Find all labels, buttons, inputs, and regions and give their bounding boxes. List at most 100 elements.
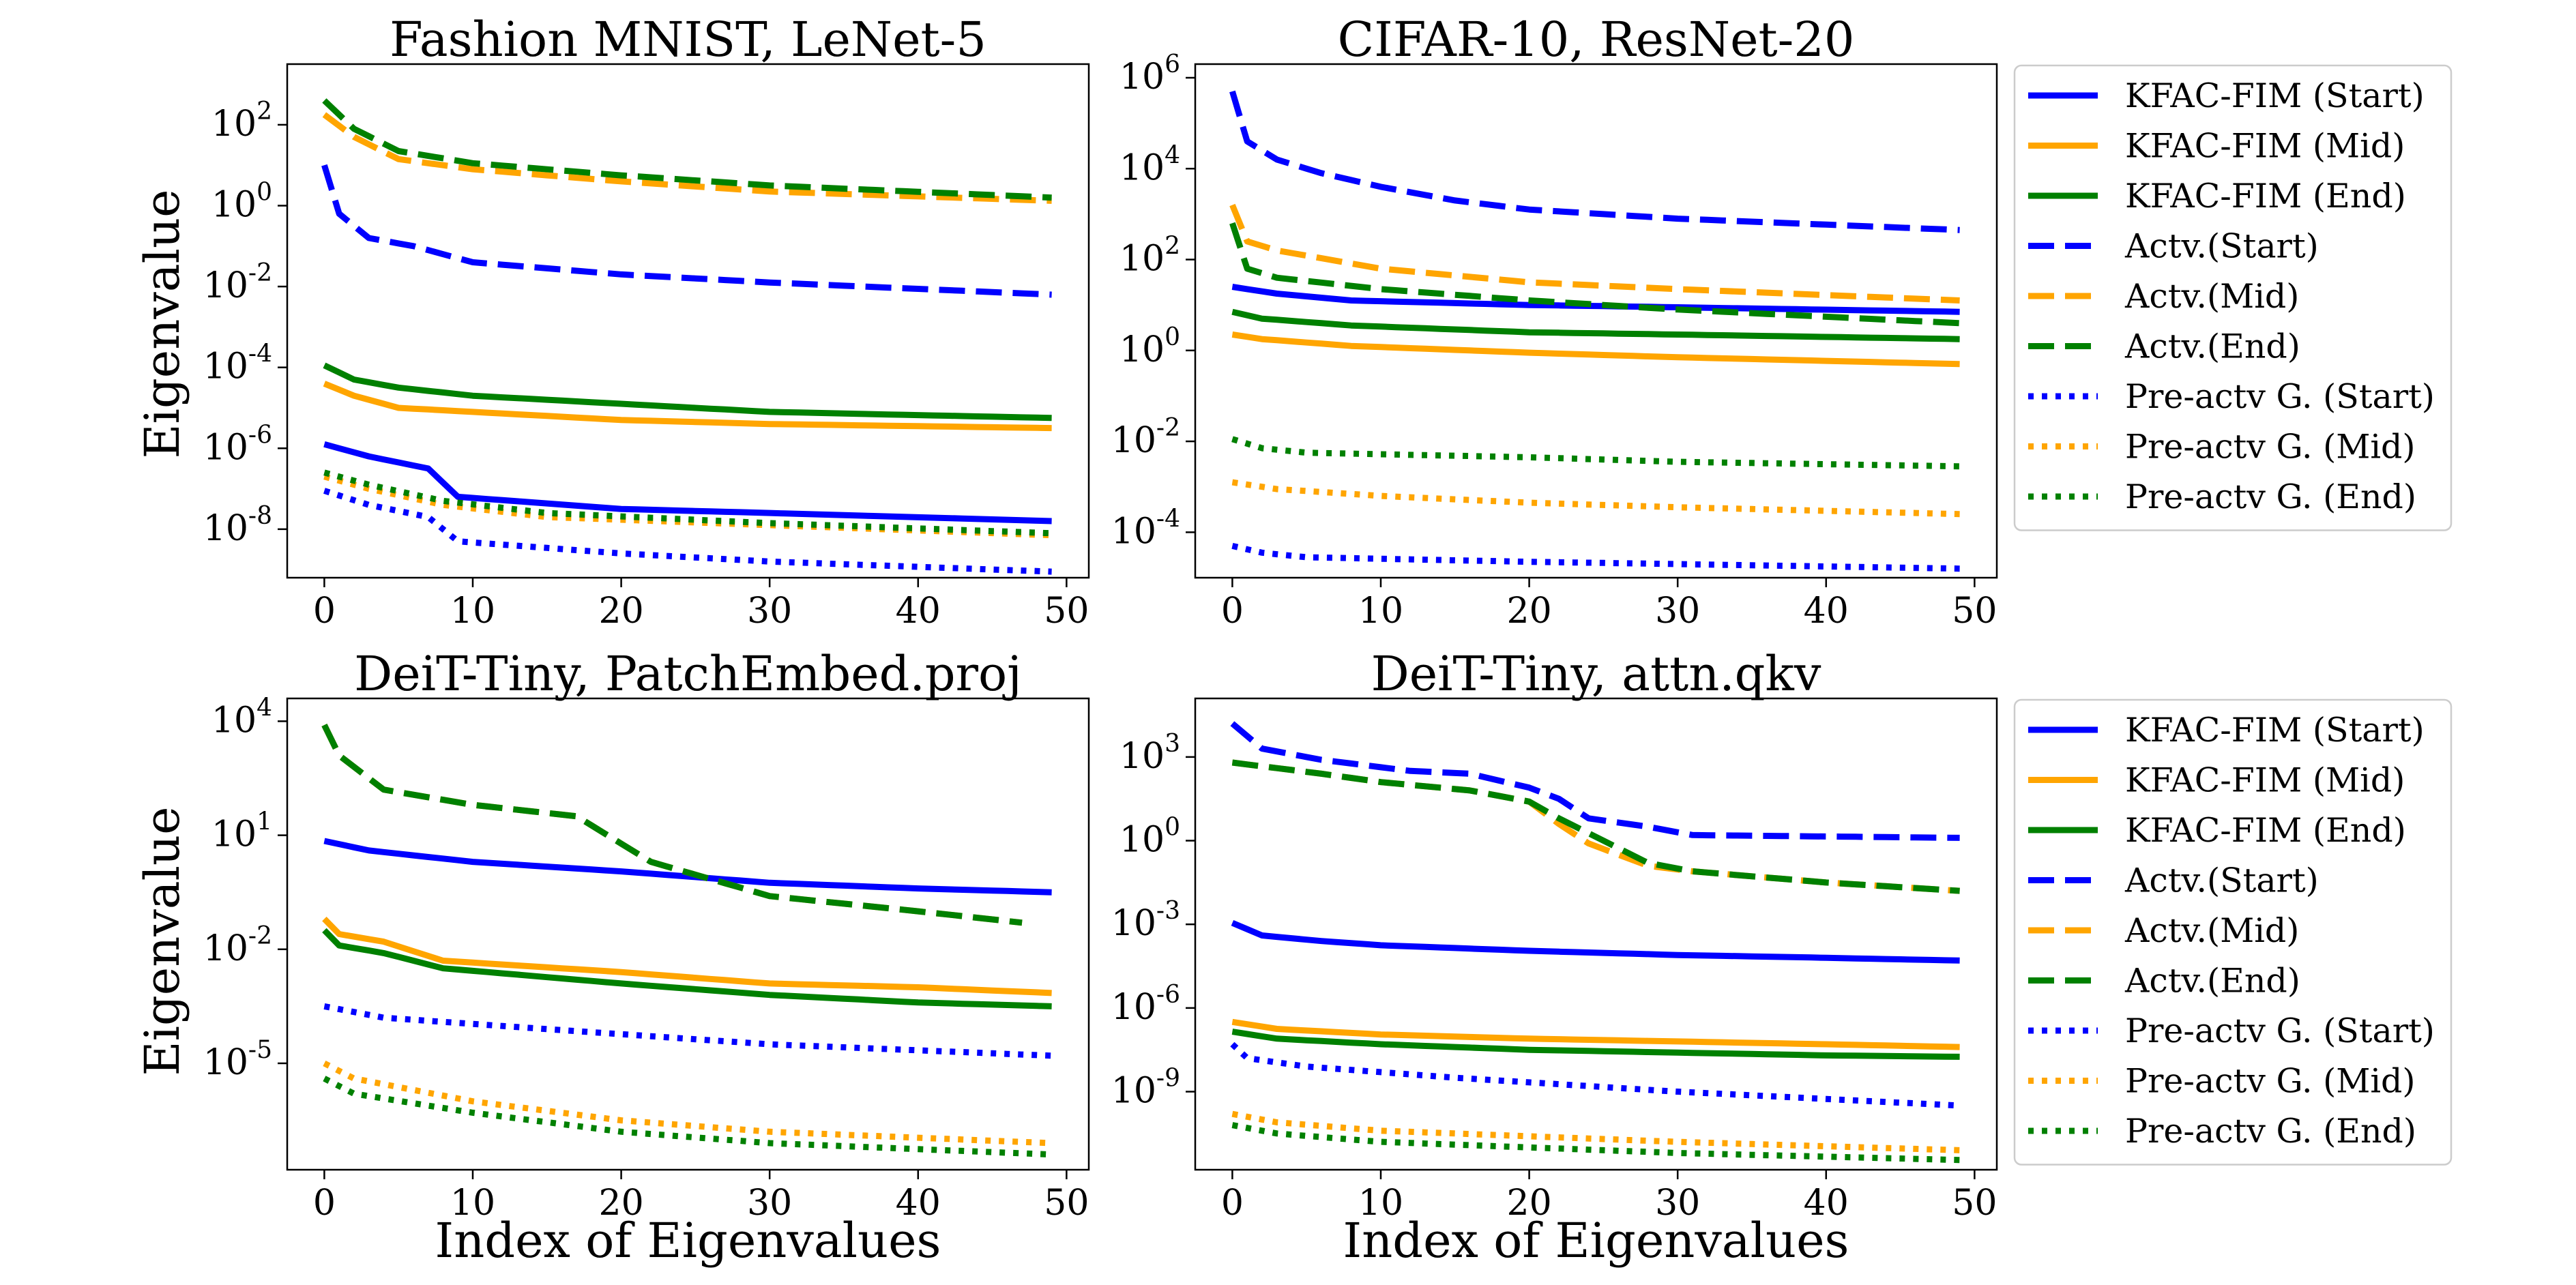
y-tick-label: 10-4	[1111, 505, 1180, 552]
legend-label: Pre-actv G. (End)	[2125, 477, 2416, 516]
series-line	[323, 838, 1052, 896]
legend-label: Pre-actv G. (Start)	[2125, 377, 2435, 416]
y-tick-label: 10-5	[203, 1036, 272, 1083]
legend-label: Pre-actv G. (Start)	[2125, 1011, 2435, 1050]
x-tick-label: 10	[1358, 1183, 1403, 1224]
x-tick-label: 40	[1804, 1183, 1849, 1224]
legend-frame	[2013, 64, 2453, 531]
y-tick-label: 102	[211, 98, 272, 145]
legend-label: Actv.(End)	[2124, 962, 2300, 1001]
series-line	[1231, 331, 1960, 368]
series-line	[1229, 222, 1960, 327]
y-tick-label: 10-2	[203, 259, 272, 306]
x-tick-label: 30	[1655, 1183, 1700, 1224]
x-tick-label: 20	[1506, 591, 1551, 632]
x-tick-label: 30	[747, 1183, 792, 1224]
legend-label: KFAC-FIM (Start)	[2125, 76, 2425, 115]
x-tick-label: 10	[450, 591, 495, 632]
y-tick-label: 100	[1119, 323, 1180, 370]
y-tick-label: 104	[211, 694, 272, 741]
series-line	[1231, 436, 1960, 470]
x-tick-label: 20	[1506, 1183, 1551, 1224]
panel-cifar10: CIFAR-10, ResNet-20 0 10 20 30 40 50 106 104 102 1…	[1111, 12, 1998, 632]
panel-title: DeiT-Tiny, PatchEmbed.proj	[354, 646, 1022, 702]
series-line	[322, 917, 1052, 996]
x-tick-label: 0	[313, 1183, 336, 1224]
y-tick-label: 102	[1119, 233, 1180, 280]
plot-area	[286, 63, 1090, 579]
legend-label: KFAC-FIM (End)	[2125, 811, 2406, 850]
plot-area	[1194, 63, 1998, 579]
plot-area	[286, 697, 1090, 1171]
panel-title: CIFAR-10, ResNet-20	[1338, 12, 1855, 68]
series-line	[1229, 90, 1960, 233]
x-tick-label: 50	[1044, 1183, 1089, 1224]
x-tick-label: 0	[1221, 1183, 1244, 1224]
series-line	[323, 1060, 1052, 1147]
y-tick-label: 10-3	[1111, 897, 1180, 944]
x-tick-label: 20	[598, 591, 643, 632]
series-line	[1231, 1018, 1960, 1050]
legend-top: KFAC-FIM (Start) KFAC-FIM (Mid) KFAC-FIM (…	[2013, 64, 2453, 531]
x-tick-label: 30	[1655, 591, 1700, 632]
series-line	[1231, 1029, 1960, 1060]
x-axis-label: Index of Eigenvalues	[1343, 1213, 1849, 1269]
panel-deit-attn-qkv: DeiT-Tiny, attn.qkv 0 10 20 30 40 50 103 100 10-3…	[1111, 646, 1998, 1269]
x-tick-label: 30	[747, 591, 792, 632]
panel-title: DeiT-Tiny, attn.qkv	[1371, 646, 1821, 702]
series-line	[323, 469, 1052, 537]
x-tick-label: 10	[450, 1183, 495, 1224]
y-tick-label: 103	[1119, 730, 1180, 777]
series-line	[1230, 1042, 1960, 1109]
series-line	[322, 112, 1052, 204]
series-line	[323, 362, 1052, 422]
y-tick-label: 106	[1119, 50, 1180, 98]
y-tick-label: 100	[211, 179, 272, 226]
y-tick-label: 104	[1119, 141, 1180, 188]
panel-deit-patchembed: DeiT-Tiny, PatchEmbed.proj 0 10 20 30 40 50 104…	[203, 646, 1090, 1269]
series-line	[323, 1076, 1052, 1158]
legend-frame	[2013, 698, 2453, 1166]
series-line	[1230, 721, 1960, 841]
series-line	[321, 164, 1052, 298]
x-tick-label: 40	[896, 591, 941, 632]
legend-label: Actv.(Mid)	[2124, 911, 2299, 950]
series-line	[322, 928, 1052, 1009]
legend-label: Actv.(Start)	[2124, 227, 2319, 266]
x-tick-label: 0	[313, 591, 336, 632]
y-tick-label: 10-6	[1111, 981, 1180, 1028]
series-line	[323, 488, 1052, 575]
legend-label: KFAC-FIM (Mid)	[2125, 761, 2405, 800]
legend-label: Pre-actv G. (End)	[2125, 1112, 2416, 1151]
series-line	[1231, 919, 1960, 964]
panel-fashion-mnist: Fashion MNIST, LeNet-5 0 10 20 30 40 50 102 100 1…	[203, 12, 1090, 632]
series-line	[323, 473, 1052, 539]
plot-area	[1194, 697, 1998, 1171]
legend-label: KFAC-FIM (Mid)	[2125, 127, 2405, 166]
x-tick-label: 0	[1221, 591, 1244, 632]
ylabel-top: Eigenvalue	[134, 190, 190, 459]
y-tick-label: 10-8	[203, 502, 272, 549]
y-tick-label: 10-9	[1111, 1065, 1180, 1112]
y-tick-label: 100	[1119, 814, 1180, 861]
legend-label: Pre-actv G. (Mid)	[2125, 428, 2416, 467]
y-tick-label: 101	[211, 808, 272, 855]
legend-label: Actv.(Mid)	[2124, 277, 2299, 316]
x-tick-label: 50	[1044, 591, 1089, 632]
panel-title: Fashion MNIST, LeNet-5	[390, 12, 986, 68]
legend-label: Pre-actv G. (Mid)	[2125, 1062, 2416, 1101]
series-line	[321, 724, 1023, 926]
x-tick-label: 50	[1952, 1183, 1997, 1224]
series-line	[1229, 203, 1960, 304]
x-tick-label: 10	[1358, 591, 1403, 632]
series-line	[323, 381, 1052, 432]
legend-label: Actv.(End)	[2124, 327, 2300, 366]
series-line	[1231, 284, 1960, 315]
y-tick-label: 10-2	[1111, 414, 1180, 461]
x-tick-label: 20	[598, 1183, 643, 1224]
x-tick-label: 40	[1804, 591, 1849, 632]
series-line	[322, 98, 1052, 201]
legend-bottom: KFAC-FIM (Start) KFAC-FIM (Mid) KFAC-FIM (…	[2013, 698, 2453, 1166]
y-tick-label: 10-6	[203, 421, 272, 468]
